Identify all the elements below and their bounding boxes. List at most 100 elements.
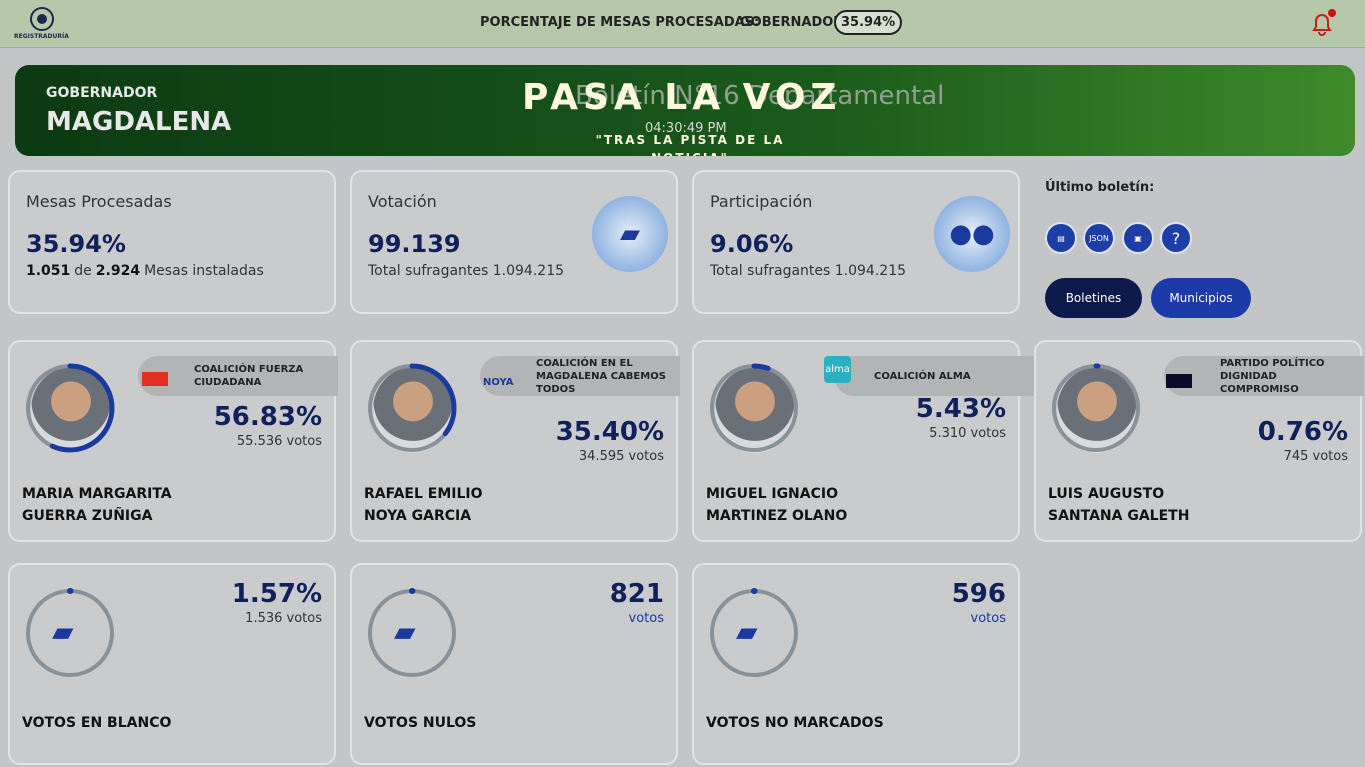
- candidate-name: GUERRA ZUÑIGA: [22, 508, 153, 524]
- special-card: ▰ 596 votos VOTOS NO MARCADOS: [692, 563, 1020, 765]
- detail-part: 2.924: [95, 263, 141, 279]
- party-name: COALICIÓN ALMA: [874, 370, 971, 382]
- ballot-icon: ▰: [52, 615, 74, 648]
- special-value: 596: [951, 579, 1006, 609]
- candidate-name: LUIS AUGUSTO: [1048, 486, 1165, 502]
- party-logo: [142, 372, 168, 386]
- ring-arc: [1051, 363, 1141, 453]
- candidate-name: MIGUEL IGNACIO: [706, 486, 838, 502]
- detail-part: 1.051: [26, 263, 71, 279]
- candidate-percent: 35.40%: [555, 417, 664, 447]
- stat-card: Mesas Procesadas 35.94% 1.051 de 2.924 Mesas …: [8, 170, 336, 314]
- stat-value: 9.06%: [710, 230, 794, 258]
- candidate-name: MARIA MARGARITA: [22, 486, 172, 502]
- banner-office: GOBERNADOR: [46, 85, 158, 101]
- stat-detail: Total sufragantes 1.094.215: [710, 263, 906, 279]
- stat-title: Mesas Procesadas: [26, 192, 172, 211]
- ring-track: [1052, 364, 1140, 452]
- bulletin-title: Boletín N°16 Departamental: [575, 81, 945, 111]
- party-name: PARTIDO POLÍTICO DIGNIDAD COMPROMISO: [1220, 357, 1325, 395]
- candidate-name: SANTANA GALETH: [1048, 508, 1190, 524]
- candidate-card: COALICIÓN FUERZA CIUDADANA 56.83% 55.536 v…: [8, 340, 338, 542]
- party-logo: [1166, 374, 1192, 388]
- bulletins-button[interactable]: Boletines: [1045, 278, 1142, 318]
- progress-ring: [1051, 363, 1141, 453]
- progress-ring: [367, 588, 457, 678]
- special-card: ▰ 821 votos VOTOS NULOS: [350, 563, 678, 765]
- party-badge: COALICIÓN ALMA: [834, 356, 1034, 396]
- party-logo: NOYA: [483, 377, 514, 388]
- special-value: 1.57%: [231, 579, 322, 609]
- party-badge: COALICIÓN EN EL MAGDALENA CABEMOS TODOS: [480, 356, 680, 396]
- candidate-votes: 34.595 votos: [578, 449, 664, 464]
- special-card: ▰ 1.57% 1.536 votos VOTOS EN BLANCO: [8, 563, 336, 765]
- progress-ring: [25, 363, 115, 453]
- detail-part: Total sufragantes 1.094.215: [368, 263, 565, 279]
- banner-region: MAGDALENA: [46, 107, 232, 137]
- ring-arc: [709, 588, 799, 678]
- pdf-icon[interactable]: ▤: [1045, 222, 1077, 254]
- detail-part: Mesas instaladas: [144, 263, 264, 279]
- candidate-votes: 745 votos: [1283, 449, 1348, 464]
- progress-ring: [25, 588, 115, 678]
- candidate-name: RAFAEL EMILIO: [364, 486, 483, 502]
- special-title: VOTOS NO MARCADOS: [706, 715, 884, 731]
- special-detail: 1.536 votos: [245, 611, 322, 626]
- logo-text: REGISTRADURÍA: [14, 33, 69, 40]
- stat-title: Participación: [710, 192, 813, 211]
- special-detail: votos: [628, 611, 664, 626]
- notification-bell[interactable]: [1308, 8, 1338, 38]
- ring-arc: [25, 363, 115, 453]
- header-label: PORCENTAJE DE MESAS PROCESADAS:: [480, 15, 760, 30]
- ring-arc: [367, 363, 457, 453]
- ring-track: [710, 364, 798, 452]
- top-bar: REGISTRADURÍA PORCENTAJE DE MESAS PROCES…: [0, 0, 1365, 48]
- special-title: VOTOS EN BLANCO: [22, 715, 172, 731]
- special-title: VOTOS NULOS: [364, 715, 477, 731]
- stat-detail: 1.051 de 2.924 Mesas instaladas: [26, 263, 264, 279]
- overlay-subtitle: "TRAS LA PISTA DE LA NOTICIA": [595, 133, 785, 156]
- progress-ring: [709, 588, 799, 678]
- progress-ring: [709, 363, 799, 453]
- candidate-card: PARTIDO POLÍTICO DIGNIDAD COMPROMISO 0.76…: [1034, 340, 1364, 542]
- help-icon[interactable]: ?: [1160, 222, 1192, 254]
- municipalities-button[interactable]: Municipios: [1151, 278, 1251, 318]
- special-value: 821: [609, 579, 664, 609]
- candidate-percent: 5.43%: [915, 394, 1006, 424]
- candidate-percent: 56.83%: [213, 402, 322, 432]
- party-logo: alma: [824, 356, 851, 383]
- header-percent: 35.94%: [834, 10, 903, 35]
- party-badge: COALICIÓN FUERZA CIUDADANA: [138, 356, 338, 396]
- stat-card: Votación 99.139 Total sufragantes 1.094.21…: [350, 170, 678, 314]
- party-name: COALICIÓN EN EL MAGDALENA CABEMOS TODOS: [536, 357, 666, 395]
- stat-detail: Total sufragantes 1.094.215: [368, 263, 564, 279]
- stat-icon: ▰: [592, 196, 668, 272]
- candidate-name: NOYA GARCIA: [364, 508, 472, 524]
- logo-icon: [30, 7, 54, 31]
- detail-part: Total sufragantes 1.094.215: [710, 263, 907, 279]
- stat-card: Participación 9.06% Total sufragantes 1.09…: [692, 170, 1020, 314]
- ring-arc: [709, 363, 799, 453]
- ring-arc: [25, 588, 115, 678]
- stat-value: 99.139: [368, 230, 461, 258]
- candidate-card: COALICIÓN ALMA alma 5.43% 5.310 votos MIGUEL…: [692, 340, 1034, 542]
- ballot-icon[interactable]: ▣: [1122, 222, 1154, 254]
- candidate-votes: 5.310 votos: [929, 426, 1006, 441]
- candidate-name: MARTINEZ OLANO: [706, 508, 848, 524]
- bulletin-time: 04:30:49 PM: [645, 121, 727, 136]
- banner: GOBERNADOR MAGDALENA Boletín N°16 Depart…: [15, 65, 1355, 156]
- party-badge: PARTIDO POLÍTICO DIGNIDAD COMPROMISO: [1164, 356, 1364, 396]
- overlay-title: PASA LA VOZ: [522, 77, 842, 118]
- json-icon[interactable]: JSON: [1083, 222, 1115, 254]
- sidebar-label: Último boletín:: [1045, 180, 1155, 195]
- stat-value: 35.94%: [26, 230, 126, 258]
- header-office: GOBERNADOR: [740, 15, 844, 30]
- candidate-card: COALICIÓN EN EL MAGDALENA CABEMOS TODOS N…: [350, 340, 680, 542]
- candidate-percent: 0.76%: [1257, 417, 1348, 447]
- detail-part: de: [74, 263, 92, 279]
- party-name: COALICIÓN FUERZA CIUDADANA: [194, 364, 304, 388]
- candidate-votes: 55.536 votos: [236, 434, 322, 449]
- ring-arc: [367, 588, 457, 678]
- ballot-icon: ▰: [736, 615, 758, 648]
